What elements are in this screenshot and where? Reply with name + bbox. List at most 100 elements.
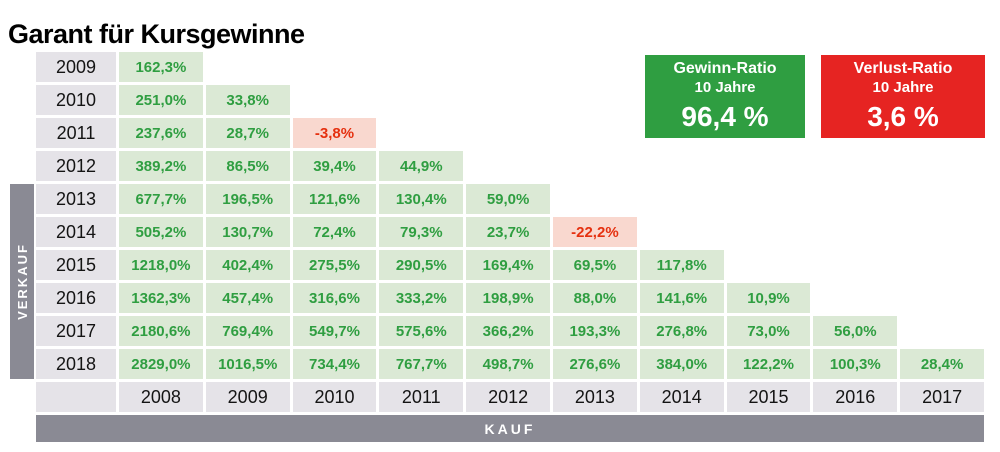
matrix-cell: 769,4% <box>205 316 290 346</box>
matrix-cell: 28,4% <box>900 349 984 379</box>
returns-matrix-grid: 2009 162,3% 2010 251,0% 33,8% 2011 237,6% 28,7%… <box>36 52 984 412</box>
matrix-cell: 162,3% <box>119 52 203 82</box>
matrix-cell: 79,3% <box>379 217 464 247</box>
empty-cell <box>813 283 897 313</box>
matrix-cell: 734,4% <box>292 349 377 379</box>
sell-year-label: 2017 <box>36 316 116 346</box>
matrix-cell: 130,4% <box>379 184 464 214</box>
kauf-axis-bar: KAUF <box>36 415 984 442</box>
empty-cell <box>553 118 637 148</box>
matrix-cell: 498,7% <box>466 349 550 379</box>
matrix-cell: 59,0% <box>466 184 550 214</box>
matrix-cell: 73,0% <box>726 316 811 346</box>
empty-cell <box>553 52 637 82</box>
buy-year-label: 2016 <box>813 382 898 412</box>
buy-year-label: 2013 <box>553 382 637 412</box>
empty-cell <box>900 184 984 214</box>
matrix-cell: 384,0% <box>639 349 724 379</box>
buy-year-label: 2014 <box>639 382 724 412</box>
buy-year-label: 2017 <box>900 382 984 412</box>
matrix-cell: 44,9% <box>379 151 464 181</box>
page-title: Garant für Kursgewinne <box>8 19 305 50</box>
buy-year-label: 2012 <box>466 382 550 412</box>
verkauf-axis-label: VERKAUF <box>14 243 30 320</box>
buy-year-label: 2010 <box>292 382 377 412</box>
matrix-cell: 389,2% <box>119 151 203 181</box>
matrix-cell: 1016,5% <box>205 349 290 379</box>
empty-cell <box>813 184 897 214</box>
matrix-cell: -22,2% <box>553 217 637 247</box>
matrix-cell: 457,4% <box>205 283 290 313</box>
sell-year-label: 2015 <box>36 250 116 280</box>
buy-year-label: 2009 <box>205 382 290 412</box>
matrix-cell: 316,6% <box>292 283 377 313</box>
empty-cell <box>900 217 984 247</box>
empty-cell <box>379 52 463 82</box>
matrix-cell: 1218,0% <box>119 250 203 280</box>
returns-matrix: 2009 162,3% 2010 251,0% 33,8% 2011 237,6% 28,7%… <box>36 52 984 442</box>
matrix-cell: 505,2% <box>119 217 203 247</box>
matrix-cell: 549,7% <box>292 316 377 346</box>
matrix-cell: 72,4% <box>292 217 377 247</box>
matrix-cell: 122,2% <box>726 349 811 379</box>
empty-cell <box>293 85 377 115</box>
matrix-cell: 198,9% <box>466 283 550 313</box>
empty-cell <box>293 52 377 82</box>
matrix-cell: 10,9% <box>726 283 811 313</box>
verlust-ratio-box: Verlust-Ratio 10 Jahre 3,6 % <box>821 55 985 138</box>
matrix-cell: 69,5% <box>553 250 637 280</box>
sell-year-label: 2016 <box>36 283 116 313</box>
matrix-cell: 366,2% <box>466 316 550 346</box>
matrix-cell: 2180,6% <box>119 316 203 346</box>
empty-cell <box>727 151 811 181</box>
matrix-cell: 130,7% <box>205 217 290 247</box>
matrix-cell: 23,7% <box>466 217 550 247</box>
verlust-ratio-sublabel: 10 Jahre <box>872 78 934 96</box>
sell-year-label: 2018 <box>36 349 116 379</box>
empty-cell <box>727 250 811 280</box>
empty-cell <box>900 151 984 181</box>
empty-cell <box>640 217 724 247</box>
buy-year-label: 2015 <box>726 382 811 412</box>
empty-cell <box>553 184 637 214</box>
empty-cell <box>553 85 637 115</box>
matrix-cell: 33,8% <box>205 85 290 115</box>
gewinn-ratio-box: Gewinn-Ratio 10 Jahre 96,4 % <box>645 55 805 138</box>
empty-cell <box>813 217 897 247</box>
empty-cell <box>466 85 550 115</box>
matrix-cell: -3,8% <box>292 118 377 148</box>
matrix-cell: 237,6% <box>119 118 203 148</box>
matrix-cell: 575,6% <box>379 316 464 346</box>
matrix-cell: 767,7% <box>379 349 464 379</box>
kauf-axis-label: KAUF <box>484 420 536 437</box>
empty-cell <box>206 52 290 82</box>
matrix-cell: 141,6% <box>639 283 724 313</box>
buy-year-label: 2011 <box>379 382 464 412</box>
empty-cell <box>727 184 811 214</box>
matrix-cell: 677,7% <box>119 184 203 214</box>
gewinn-ratio-value: 96,4 % <box>681 101 769 133</box>
empty-cell <box>727 217 811 247</box>
empty-cell <box>640 151 724 181</box>
empty-cell <box>813 151 897 181</box>
matrix-cell: 2829,0% <box>119 349 203 379</box>
matrix-cell: 100,3% <box>813 349 898 379</box>
matrix-cell: 56,0% <box>813 316 898 346</box>
matrix-cell: 121,6% <box>292 184 377 214</box>
empty-cell <box>553 151 637 181</box>
matrix-cell: 39,4% <box>292 151 377 181</box>
matrix-cell: 196,5% <box>205 184 290 214</box>
gewinn-ratio-sublabel: 10 Jahre <box>694 78 756 96</box>
empty-cell <box>466 151 550 181</box>
empty-cell <box>379 118 463 148</box>
empty-cell <box>640 184 724 214</box>
verlust-ratio-label: Verlust-Ratio <box>853 59 953 77</box>
sell-year-label: 2009 <box>36 52 116 82</box>
verlust-ratio-value: 3,6 % <box>867 101 939 133</box>
sell-year-label: 2010 <box>36 85 116 115</box>
empty-cell <box>900 250 984 280</box>
matrix-cell: 251,0% <box>119 85 203 115</box>
matrix-cell: 333,2% <box>379 283 464 313</box>
matrix-cell: 169,4% <box>466 250 550 280</box>
matrix-cell: 193,3% <box>553 316 637 346</box>
